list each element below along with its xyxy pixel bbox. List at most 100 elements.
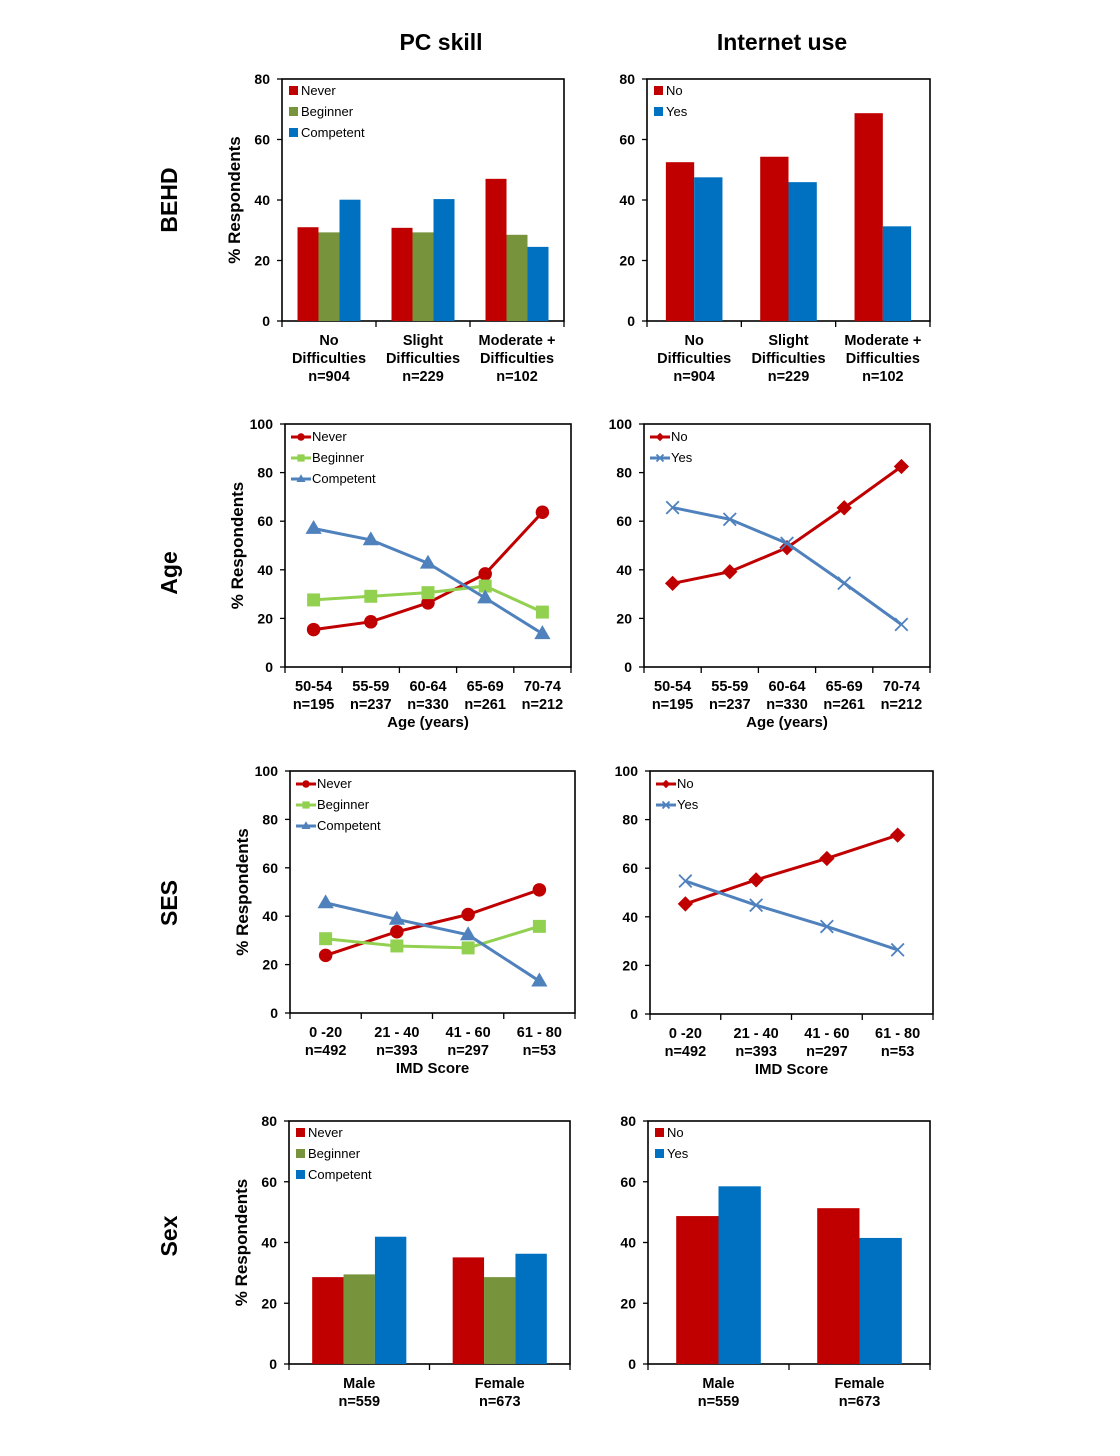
point-beginner: [390, 939, 404, 953]
bar-yes: [788, 182, 817, 321]
x-tick-label: n=297: [447, 1043, 489, 1059]
point-never: [364, 615, 378, 629]
line-no: [684, 833, 899, 906]
point-no: [819, 850, 835, 867]
x-tick-label: n=195: [293, 697, 335, 713]
point-competent: [362, 531, 379, 546]
point-yes: [780, 536, 794, 551]
y-tick-label: 0: [270, 1005, 278, 1021]
y-tick-label: 60: [261, 1174, 277, 1190]
x-tick-label: Difficulties: [751, 351, 825, 367]
x-tick-label: 55-59: [711, 679, 748, 695]
chart-panel-ses-pc: 0 20 40 60 80 100 % Respondents 0 -20 n=492 21 - …: [233, 763, 576, 1077]
x-tick-label: n=212: [881, 697, 923, 713]
x-tick-label: 21 - 40: [734, 1026, 779, 1042]
y-tick-label: 100: [250, 416, 274, 432]
bar-beginner: [506, 234, 528, 321]
y-tick-label: 60: [620, 1174, 636, 1190]
y-tick-label: 40: [261, 1235, 277, 1251]
y-tick-label: 60: [254, 132, 270, 148]
point-competent: [460, 926, 477, 941]
x-tick-label: Difficulties: [292, 351, 366, 367]
point-yes: [890, 942, 905, 957]
bar-competent: [339, 199, 361, 321]
chart-panel-age-internet: 0 20 40 60 80 100 50-54 n=195 55-59 n=237 60-64 n=3…: [609, 416, 931, 731]
point-never: [461, 907, 475, 922]
y-tick-label: 0: [624, 659, 632, 675]
x-tick-label: 50-54: [295, 679, 332, 695]
panels: 0 20 40 60 80 % Respondents No Difficulties n=90…: [225, 71, 934, 1410]
point-beginner: [307, 593, 321, 607]
y-tick-label: 40: [257, 562, 273, 578]
legend-marker-beginner: [302, 801, 310, 809]
x-tick-label: 60-64: [768, 679, 805, 695]
bar-no: [760, 156, 789, 321]
x-tick-label: 60-64: [409, 679, 446, 695]
y-tick-label: 40: [620, 1235, 636, 1251]
legend-marker-yes: [661, 800, 671, 810]
point-yes: [837, 576, 852, 591]
point-competent: [477, 589, 494, 604]
legend-marker-never: [302, 780, 310, 788]
x-tick-label: n=53: [523, 1043, 556, 1059]
legend-label-no: No: [667, 1125, 684, 1140]
y-tick-label: 80: [257, 465, 273, 481]
y-tick-label: 0: [628, 1356, 636, 1372]
legend-swatch-competent: [289, 128, 298, 137]
point-no: [722, 564, 738, 580]
y-tick-label: 60: [616, 513, 632, 529]
x-tick-label: n=393: [376, 1043, 418, 1059]
legend-swatch-never: [296, 1128, 305, 1137]
line-competent: [325, 901, 541, 983]
y-tick-label: 40: [616, 562, 632, 578]
legend-marker-never: [297, 433, 305, 441]
line-yes: [672, 506, 903, 626]
y-tick-label: 40: [254, 192, 270, 208]
x-tick-label: 21 - 40: [374, 1025, 419, 1041]
bar-never: [297, 227, 319, 321]
point-no: [836, 500, 852, 516]
x-tick-label: 65-69: [467, 679, 504, 695]
point-yes: [665, 500, 680, 515]
point-no: [677, 896, 694, 912]
point-no: [893, 458, 910, 475]
x-tick-label: n=261: [464, 697, 506, 713]
x-tick-label: n=53: [881, 1044, 914, 1060]
bar-competent: [515, 1253, 547, 1364]
point-competent: [388, 910, 405, 925]
y-tick-label: 20: [257, 610, 273, 626]
point-competent: [531, 972, 548, 987]
point-competent: [305, 519, 322, 534]
y-tick-label: 100: [255, 763, 279, 779]
y-tick-label: 20: [616, 610, 632, 626]
point-never: [421, 596, 435, 610]
legend-label-yes: Yes: [671, 450, 693, 465]
line-no: [672, 465, 903, 585]
bar-no: [665, 162, 695, 321]
point-beginner: [421, 586, 435, 600]
x-tick-label: Female: [475, 1376, 525, 1392]
x-tick-label: n=673: [479, 1394, 521, 1410]
legend-label-beginner: Beginner: [308, 1146, 361, 1161]
x-tick-label: n=102: [862, 369, 904, 385]
x-tick-label: 41 - 60: [804, 1026, 849, 1042]
chart-panel-ses-internet: 0 20 40 60 80 100 0 -20 n=492 21 - 40 n=393 41 - 6…: [615, 763, 934, 1078]
y-tick-label: 80: [619, 71, 635, 87]
x-tick-label: n=297: [806, 1044, 848, 1060]
point-yes: [749, 898, 764, 913]
x-axis-label: Age (years): [746, 714, 828, 731]
y-tick-label: 80: [616, 465, 632, 481]
bar-never: [391, 227, 413, 321]
point-competent: [534, 625, 551, 640]
x-tick-label: n=673: [839, 1394, 881, 1410]
bar-competent: [374, 1236, 407, 1364]
chart-panel-age-pc: 0 20 40 60 80 100 % Respondents 50-54 n=195 55-59…: [228, 416, 572, 731]
y-tick-label: 20: [622, 957, 638, 973]
y-tick-label: 0: [262, 313, 270, 329]
row-label-ses: SES: [156, 880, 182, 926]
y-tick-label: 80: [622, 812, 638, 828]
legend-label-never: Never: [308, 1125, 343, 1140]
bar-beginner: [318, 232, 340, 321]
line-yes: [684, 879, 899, 952]
x-tick-label: Male: [343, 1376, 375, 1392]
